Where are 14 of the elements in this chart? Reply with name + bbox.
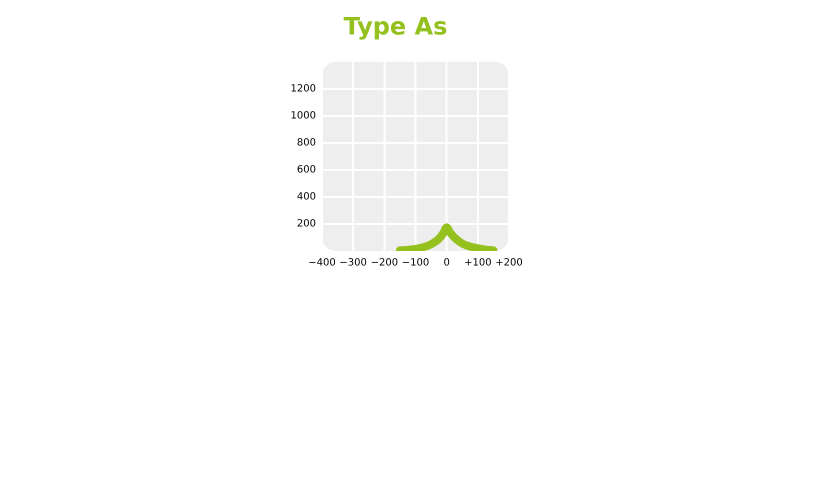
x-tick-label: −200 xyxy=(370,258,398,269)
x-tick-label: −300 xyxy=(339,258,367,269)
y-tick-label: 200 xyxy=(296,218,316,230)
x-tick-label: +200 xyxy=(495,258,523,269)
x-tick-label: −400 xyxy=(308,258,336,269)
chart-title: Type As xyxy=(344,12,448,41)
y-tick-label: 400 xyxy=(296,192,316,203)
x-tick-label: +100 xyxy=(464,258,492,269)
y-tick-label: 1200 xyxy=(290,83,316,94)
y-tick-label: 1000 xyxy=(290,110,316,122)
y-tick-label: 800 xyxy=(296,137,316,148)
x-tick-label: −100 xyxy=(402,258,430,269)
y-tick-label: 600 xyxy=(296,164,316,176)
x-tick-label: 0 xyxy=(443,258,450,269)
